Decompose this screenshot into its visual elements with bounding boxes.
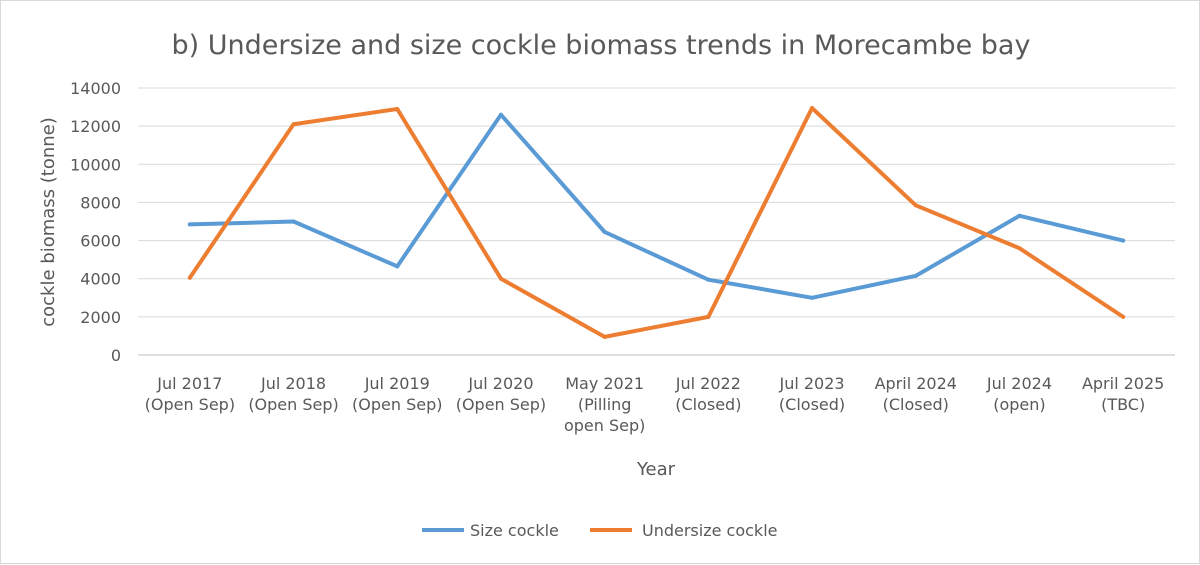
x-tick-label: Jul 2019 (Open Sep) (352, 374, 442, 414)
data-point (395, 106, 400, 111)
gridlines (138, 87, 1175, 356)
data-point (291, 122, 296, 127)
data-point (706, 314, 711, 319)
x-tick-label: May 2021 (Pilling open Sep) (564, 374, 645, 435)
data-point (395, 264, 400, 269)
legend-label: Size cockle (470, 521, 559, 540)
y-tick-label: 2000 (80, 308, 121, 327)
data-point (1121, 238, 1126, 243)
x-axis-title: Year (636, 459, 676, 480)
y-axis-title: cockle biomass (tonne) (38, 117, 59, 327)
y-tick-label: 4000 (80, 270, 121, 289)
data-point (498, 276, 503, 281)
y-tick-label: 8000 (80, 193, 121, 212)
y-tick-label: 10000 (70, 155, 121, 174)
x-tick-label: Jul 2018 (Open Sep) (248, 374, 338, 414)
data-point (602, 334, 607, 339)
x-tick-label: Jul 2017 (Open Sep) (145, 374, 235, 414)
x-tick-label: Jul 2022 (Closed) (675, 374, 742, 414)
data-point (602, 229, 607, 234)
y-tick-label: 12000 (70, 117, 121, 136)
data-point (913, 203, 918, 208)
x-axis-ticks: Jul 2017 (Open Sep) Jul 2018 (Open Sep) Jul … (145, 374, 1165, 435)
data-point (187, 275, 192, 280)
x-tick-label: Jul 2024 (open) (986, 374, 1052, 414)
data-point (913, 273, 918, 278)
series-line-size-cockle (187, 112, 1126, 300)
legend-label: Undersize cockle (642, 521, 777, 540)
y-axis-ticks: 0 2000 4000 6000 8000 10000 12000 14000 (70, 79, 121, 365)
data-point (1017, 246, 1022, 251)
x-tick-label: April 2024 (Closed) (875, 374, 957, 414)
legend: Size cockle Undersize cockle (422, 521, 777, 540)
data-point (498, 112, 503, 117)
x-tick-label: Jul 2020 (Open Sep) (456, 374, 546, 414)
data-point (187, 222, 192, 227)
chart-title: b) Undersize and size cockle biomass tre… (172, 30, 1031, 61)
data-point (706, 277, 711, 282)
data-point (810, 106, 815, 111)
data-point (1017, 213, 1022, 218)
y-tick-label: 14000 (70, 79, 121, 98)
data-point (810, 295, 815, 300)
series-line-undersize-cockle (187, 106, 1126, 339)
x-tick-label: April 2025 (TBC) (1082, 374, 1164, 414)
y-tick-label: 6000 (80, 232, 121, 251)
data-point (291, 219, 296, 224)
series-lines (187, 106, 1126, 339)
data-point (1121, 314, 1126, 319)
y-tick-label: 0 (111, 346, 121, 365)
x-tick-label: Jul 2023 (Closed) (778, 374, 845, 414)
